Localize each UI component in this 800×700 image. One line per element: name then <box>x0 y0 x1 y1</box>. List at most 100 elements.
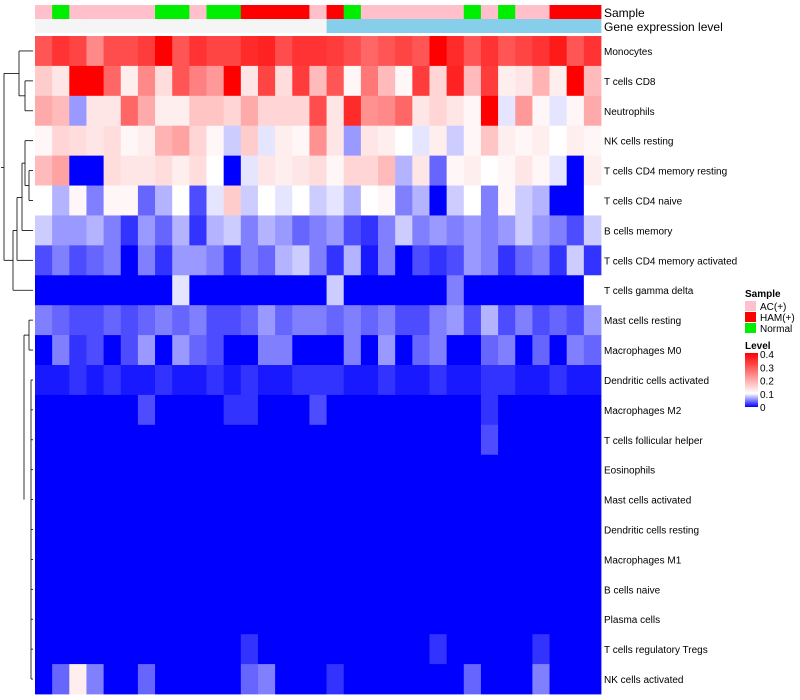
heatmap-cell <box>549 514 568 545</box>
heatmap-cell <box>360 544 379 575</box>
heatmap-cell <box>515 95 533 127</box>
heatmap-cell <box>103 454 122 486</box>
heatmap-cell <box>429 95 448 127</box>
heatmap-cell <box>35 335 53 366</box>
heatmap-cell <box>206 305 225 336</box>
heatmap-cell <box>257 185 276 216</box>
heatmap-cell <box>412 365 430 396</box>
heatmap-cell <box>463 544 482 575</box>
heatmap-cell <box>292 245 310 276</box>
row-label: T cells follicular helper <box>604 436 703 447</box>
heatmap-cell <box>103 185 122 216</box>
heatmap-cell <box>566 36 585 67</box>
heatmap-cell <box>52 394 70 426</box>
heatmap-cell <box>343 305 362 336</box>
heatmap-cell <box>172 305 190 336</box>
heatmap-cell <box>498 335 516 366</box>
heatmap-cell <box>69 275 87 306</box>
expression-annotation-cell <box>515 19 533 33</box>
heatmap-cell <box>275 185 293 216</box>
heatmap-cell <box>292 305 310 336</box>
heatmap-cell <box>240 215 259 246</box>
heatmap-cell <box>189 365 207 396</box>
heatmap-cell <box>326 365 345 396</box>
heatmap-cell <box>480 155 499 186</box>
heatmap-cell <box>240 574 259 605</box>
heatmap-cell <box>275 454 293 486</box>
heatmap-cell <box>172 185 190 216</box>
heatmap-cell <box>532 634 550 665</box>
expression-annotation-cell <box>326 19 345 33</box>
heatmap-cell <box>343 574 362 605</box>
heatmap-cell <box>378 305 396 336</box>
heatmap-cell <box>446 365 465 396</box>
heatmap-cell <box>412 125 430 157</box>
expression-annotation-cell <box>257 19 276 33</box>
heatmap-cell <box>309 424 327 456</box>
heatmap-cell <box>480 245 499 276</box>
heatmap-cell <box>52 604 70 635</box>
heatmap-cell <box>549 275 568 306</box>
heatmap-cell <box>240 634 259 665</box>
heatmap-cell <box>532 365 550 396</box>
heatmap-cell <box>498 514 516 545</box>
heatmap-cell <box>86 365 105 396</box>
heatmap-cell <box>155 155 173 186</box>
heatmap-cell <box>429 36 448 67</box>
sample-annotation-cell <box>463 5 482 19</box>
heatmap-cell <box>326 664 345 695</box>
heatmap-cell <box>189 664 207 695</box>
heatmap-cell <box>172 155 190 186</box>
heatmap-cell <box>480 335 499 366</box>
heatmap-cell <box>292 604 310 635</box>
heatmap-cell <box>498 305 516 336</box>
heatmap-cell <box>309 36 327 67</box>
expression-annotation-cell <box>480 19 499 33</box>
heatmap-cell <box>343 245 362 276</box>
heatmap-cell <box>498 365 516 396</box>
heatmap-cell <box>412 305 430 336</box>
heatmap-cell <box>69 365 87 396</box>
heatmap-cell <box>223 185 242 216</box>
heatmap-cell <box>446 574 465 605</box>
heatmap-cell <box>69 155 87 186</box>
heatmap-cell <box>549 574 568 605</box>
heatmap-cell <box>463 245 482 276</box>
sample-annotation-cell <box>583 5 602 19</box>
sample-legend-label: AC(+) <box>760 302 786 313</box>
heatmap-cell <box>172 484 190 515</box>
heatmap-cell <box>137 125 156 157</box>
heatmap-cell <box>463 185 482 216</box>
heatmap-cell <box>137 365 156 396</box>
heatmap-cell <box>155 305 173 336</box>
heatmap-cell <box>583 65 602 97</box>
heatmap-cell <box>35 125 53 157</box>
heatmap-cell <box>172 544 190 575</box>
heatmap-cell <box>137 215 156 246</box>
heatmap-cell <box>446 604 465 635</box>
heatmap-cell <box>480 215 499 246</box>
heatmap-cell <box>412 245 430 276</box>
heatmap-cell <box>583 155 602 186</box>
heatmap-cell <box>343 155 362 186</box>
heatmap-cell <box>566 95 585 127</box>
heatmap-cell <box>257 275 276 306</box>
heatmap-cell <box>395 335 413 366</box>
heatmap-cell <box>86 305 105 336</box>
heatmap-cell <box>52 514 70 545</box>
heatmap-cell <box>549 335 568 366</box>
heatmap-cell <box>343 125 362 157</box>
sample-annotation-cell <box>429 5 448 19</box>
heatmap-cell <box>583 544 602 575</box>
heatmap-cell <box>35 95 53 127</box>
sample-annotation-cell <box>120 5 139 19</box>
heatmap-cell <box>326 574 345 605</box>
heatmap-cell <box>35 664 53 695</box>
heatmap-cell <box>326 95 345 127</box>
heatmap-cell <box>69 36 87 67</box>
sample-annotation-cell <box>155 5 173 19</box>
heatmap-cell <box>292 65 310 97</box>
heatmap-cell <box>206 604 225 635</box>
heatmap-cell <box>446 125 465 157</box>
heatmap-cell <box>172 365 190 396</box>
